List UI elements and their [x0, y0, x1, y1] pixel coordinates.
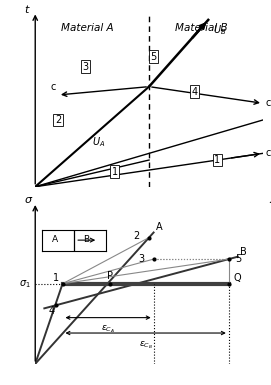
Text: $\varepsilon_{C_A}$: $\varepsilon_{C_A}$ [101, 324, 115, 335]
Text: 5: 5 [235, 254, 242, 264]
Text: c: c [265, 98, 270, 108]
Text: $\sigma$: $\sigma$ [24, 195, 33, 205]
Text: 2: 2 [55, 115, 61, 125]
Text: c: c [265, 148, 270, 158]
Text: X: X [270, 195, 271, 205]
Text: 1: 1 [214, 155, 220, 165]
Text: $\sigma_1$: $\sigma_1$ [19, 278, 31, 290]
Text: $\varepsilon_{C_B}$: $\varepsilon_{C_B}$ [139, 339, 153, 351]
Text: Material A: Material A [61, 23, 114, 33]
Text: Q: Q [233, 273, 241, 283]
Text: 1: 1 [53, 273, 59, 283]
Text: c: c [50, 82, 56, 92]
Text: t: t [24, 5, 28, 15]
Text: 1: 1 [112, 167, 118, 177]
Text: 5: 5 [150, 52, 157, 62]
Text: (a): (a) [141, 206, 157, 216]
Text: B: B [240, 247, 247, 257]
Text: 3: 3 [82, 62, 88, 72]
Text: P: P [107, 271, 113, 281]
Text: $\varepsilon$: $\varepsilon$ [270, 372, 271, 382]
Text: 2: 2 [134, 231, 140, 241]
Text: 4: 4 [192, 87, 198, 97]
Text: $U_A$: $U_A$ [92, 135, 106, 149]
Text: 3: 3 [138, 254, 144, 264]
Text: A: A [52, 235, 58, 244]
Text: 4: 4 [48, 306, 54, 316]
Text: $U_B$: $U_B$ [213, 23, 226, 37]
Text: A: A [156, 223, 163, 233]
Text: B: B [84, 235, 90, 244]
Text: Material B: Material B [175, 23, 228, 33]
